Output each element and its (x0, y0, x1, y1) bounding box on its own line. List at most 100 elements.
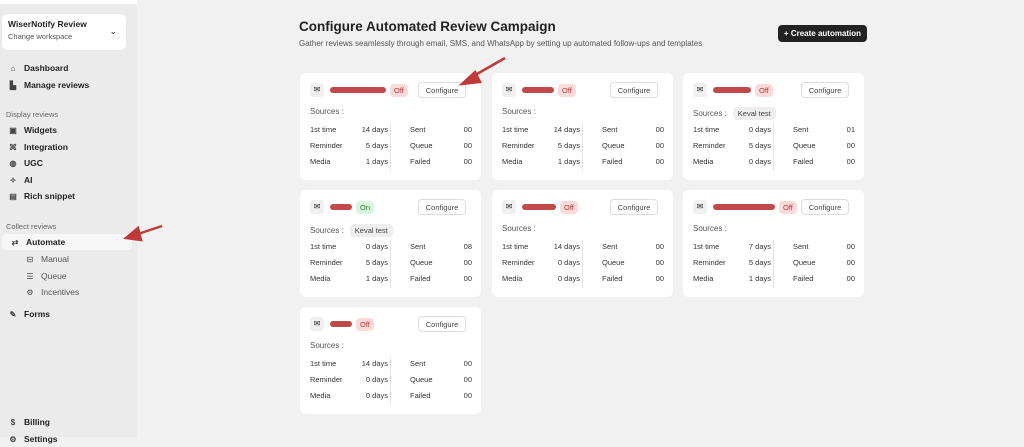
configure-button[interactable]: Configure (418, 316, 466, 332)
stat-label: 1st time (693, 242, 720, 251)
label: Settings (24, 434, 58, 444)
sidebar-item-incentives[interactable]: ⚙ Incentives (0, 284, 130, 300)
sidebar-item-rich-snippet[interactable]: ▤ Rich snippet (0, 188, 130, 204)
stat-label: Media (693, 157, 714, 166)
stat-row: 1st time 14 days Sent 00 (502, 125, 664, 135)
stat-value: 1 days (365, 157, 388, 166)
automation-card: ✉ Off Configure Sources : 1st time 14 da… (492, 190, 673, 297)
sources: Sources : Keval test (693, 107, 776, 120)
label: Billing (24, 417, 50, 427)
stat-row: Reminder 5 days Queue 00 (693, 141, 855, 151)
sources: Sources : Keval test (310, 224, 393, 237)
configure-button[interactable]: Configure (801, 82, 849, 98)
create-automation-button[interactable]: + Create automation (778, 25, 867, 42)
database-icon: ☰ (26, 271, 34, 281)
mail-icon: ✉ (502, 83, 516, 97)
stat-value: 0 days (748, 125, 771, 134)
stat-value: 5 days (748, 258, 771, 267)
stat-value: 00 (463, 391, 472, 400)
stat-value: 5 days (365, 258, 388, 267)
chevron-down-icon: ⌄ (109, 26, 117, 36)
source-chip: Keval test (349, 224, 393, 237)
stat-row: Reminder 5 days Queue 00 (693, 258, 855, 268)
stat-label: Queue (602, 258, 625, 267)
sidebar-item-queue[interactable]: ☰ Queue (0, 268, 130, 284)
stat-label: Failed (410, 157, 431, 166)
stat-label: Queue (410, 375, 433, 384)
workspace-switcher[interactable]: WiserNotify Review Change workspace ⌄ (2, 14, 126, 50)
stat-row: Reminder 0 days Queue 00 (310, 375, 472, 385)
stat-label: Media (310, 391, 331, 400)
stat-label: Reminder (693, 141, 726, 150)
stat-value: 14 days (361, 359, 388, 368)
stat-value: 00 (463, 141, 472, 150)
sources-label: Sources : (310, 107, 344, 116)
stat-label: Sent (602, 242, 618, 251)
stat-label: Reminder (310, 375, 343, 384)
sidebar-item-billing[interactable]: $ Billing (0, 414, 130, 430)
stat-label: 1st time (310, 125, 337, 134)
configure-button[interactable]: Configure (610, 199, 658, 215)
stat-row: 1st time 14 days Sent 00 (310, 125, 472, 135)
mail-icon: ✉ (502, 200, 516, 214)
stat-label: Reminder (310, 141, 343, 150)
sources-label: Sources : (502, 224, 536, 233)
stat-row: Media 1 days Failed 00 (693, 274, 855, 284)
sidebar-item-forms[interactable]: ✎ Forms (0, 306, 130, 322)
workspace-title: WiserNotify Review (8, 19, 87, 29)
sidebar-item-widgets[interactable]: ▣ Widgets (0, 122, 130, 138)
mail-icon: ✉ (693, 200, 707, 214)
sidebar-item-settings[interactable]: ⚙ Settings (0, 431, 130, 447)
configure-button[interactable]: Configure (418, 199, 466, 215)
stat-row: Reminder 5 days Queue 00 (310, 141, 472, 151)
sources: Sources : (693, 224, 727, 233)
sidebar-item-ugc[interactable]: ◍ UGC (0, 155, 130, 171)
configure-button[interactable]: Configure (418, 82, 466, 98)
sidebar-item-integration[interactable]: ⌘ Integration (0, 139, 130, 155)
stat-value: 00 (463, 375, 472, 384)
stat-value: 00 (463, 157, 472, 166)
divider (773, 240, 774, 288)
section-collect-reviews: Collect reviews (6, 222, 57, 231)
configure-button[interactable]: Configure (610, 82, 658, 98)
stat-label: Media (693, 274, 714, 283)
automation-card: ✉ On Configure Sources : Keval test 1st t… (300, 190, 481, 297)
stat-label: Reminder (693, 258, 726, 267)
sidebar-item-manage-reviews[interactable]: ▙ Manage reviews (0, 77, 130, 93)
sidebar-item-ai[interactable]: ✧ AI (0, 172, 130, 188)
status-badge: Off (356, 318, 374, 331)
configure-button[interactable]: Configure (801, 199, 849, 215)
label: UGC (24, 158, 43, 168)
stat-row: Reminder 5 days Queue 00 (502, 141, 664, 151)
stat-value: 00 (846, 242, 855, 251)
stat-label: Queue (410, 141, 433, 150)
stat-label: Sent (793, 125, 809, 134)
stat-value: 00 (655, 242, 664, 251)
automation-card: ✉ Off Configure Sources : 1st time 14 da… (492, 73, 673, 180)
stat-value: 14 days (553, 242, 580, 251)
stat-label: 1st time (310, 242, 337, 251)
stat-label: 1st time (502, 125, 529, 134)
stat-label: Failed (602, 274, 623, 283)
redacted-name (522, 87, 554, 93)
sources: Sources : (502, 107, 536, 116)
stat-label: Queue (410, 258, 433, 267)
status-badge: Off (779, 201, 797, 214)
sidebar-item-automate[interactable]: ⇄ Automate (2, 234, 132, 250)
stat-label: Reminder (310, 258, 343, 267)
stat-label: Failed (793, 274, 814, 283)
stat-value: 00 (846, 274, 855, 283)
stat-row: 1st time 0 days Sent 01 (693, 125, 855, 135)
stat-value: 0 days (557, 274, 580, 283)
stat-label: 1st time (693, 125, 720, 134)
stat-label: Reminder (502, 258, 535, 267)
repeat-icon: ⇄ (11, 237, 19, 247)
sources-label: Sources : (310, 341, 344, 350)
stat-value: 1 days (365, 274, 388, 283)
sidebar-item-dashboard[interactable]: ⌂ Dashboard (0, 60, 130, 76)
sidebar-item-manual[interactable]: ⊟ Manual (0, 251, 130, 267)
status-badge: Off (390, 84, 408, 97)
sources-label: Sources : (693, 109, 727, 118)
stat-value: 00 (655, 157, 664, 166)
stat-label: Sent (410, 242, 426, 251)
